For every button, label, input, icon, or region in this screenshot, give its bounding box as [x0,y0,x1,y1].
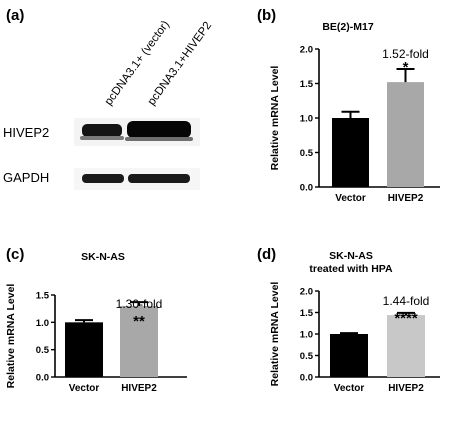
bar-vector [332,118,369,187]
chart-title-line: SK-N-AS [329,250,373,262]
panel-label: (b) [257,7,276,24]
blot-label-hivep2: HIVEP2 [3,125,49,140]
y-tick-label: 2.0 [300,287,313,298]
y-tick-label: 0.5 [36,345,50,356]
fold-change-label: 1.30-fold [116,297,163,311]
y-tick-label: 0.0 [36,373,49,384]
y-tick-label: 1.0 [36,318,49,329]
hivep2-band-hivep2-smear [125,137,193,141]
panel-label: (c) [6,246,24,263]
y-tick-label: 1.0 [300,114,313,125]
panel-a-label: (a) [6,7,24,24]
chart-panel-c: (c) SK-N-AS Relative mRNA Level 0.0 0.5 1.0 1.… [5,246,187,394]
chart-title-line: BE(2)-M17 [322,21,374,33]
fold-change-label: 1.44-fold [383,294,430,308]
hivep2-band-vector-smear [80,136,124,140]
y-tick-label: 1.5 [36,291,50,302]
chart-title-line: SK-N-AS [81,251,125,263]
y-tick-label: 2.0 [300,45,313,56]
significance-stars: ** [133,313,145,330]
y-tick-label: 1.5 [300,79,314,90]
panel-label: (d) [257,246,276,263]
y-tick-label: 0.0 [300,373,313,384]
y-tick-label: 1.5 [300,308,314,319]
bar-hivep2 [387,82,424,187]
gapdh-band-hivep2 [128,174,190,183]
bar-vector [330,334,368,377]
category-label: Vector [69,383,100,394]
blot-image [74,118,200,190]
blot-label-gapdh: GAPDH [3,170,49,185]
y-tick-label: 1.0 [300,330,313,341]
category-label: Vector [335,193,366,204]
gapdh-band-vector [82,174,124,183]
hivep2-band-vector [82,124,122,137]
category-label: Vector [334,383,365,394]
y-tick-label: 0.5 [300,148,314,159]
category-label: HIVEP2 [388,383,424,394]
panel-a: (a) pcDNA3.1+ (vector) pcDNA3.1+HIVEP2 H… [3,7,214,190]
y-tick-label: 0.0 [300,183,313,194]
chart-panel-b: (b) BE(2)-M17 Relative mRNA Level 0.0 0.5 1.0… [257,7,440,204]
bar-hivep2 [120,305,158,377]
hivep2-band-hivep2 [127,121,191,138]
chart-title-line: treated with HPA [309,263,393,275]
y-axis-label: Relative mRNA Level [269,66,281,171]
significance-stars: **** [394,310,418,327]
category-label: HIVEP2 [388,193,424,204]
y-tick-label: 0.5 [300,351,314,362]
fold-change-label: 1.52-fold [382,47,429,61]
category-label: HIVEP2 [121,383,157,394]
significance-stars: * [403,59,409,76]
y-axis-label: Relative mRNA Level [269,282,281,387]
bar-vector [65,322,103,377]
y-axis-label: Relative mRNA Level [5,284,17,389]
bar-hivep2 [387,315,425,377]
